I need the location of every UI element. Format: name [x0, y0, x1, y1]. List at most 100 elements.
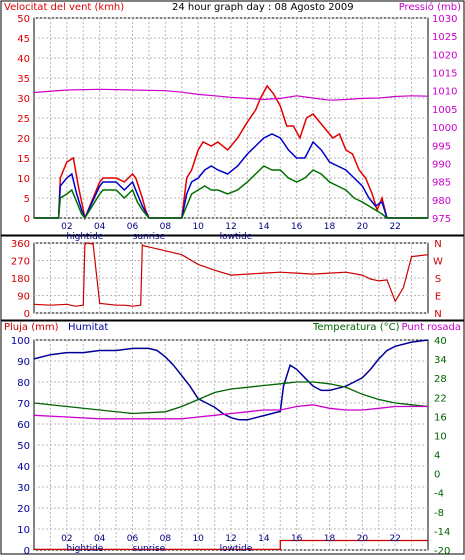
wind-tick-label: 25 [17, 114, 30, 125]
humidity-tick-label: 10 [17, 525, 30, 536]
wind_avg-line [34, 165, 428, 220]
x-tick-label: 02 [61, 222, 72, 232]
temperature-tick-label: -4 [434, 489, 444, 500]
pressure-tick-label: 985 [432, 178, 451, 189]
humidity-axis-title: Humitat [68, 322, 108, 333]
pressure-tick-label: 975 [432, 214, 451, 225]
rain-line [34, 539, 428, 551]
wind-tick-label: 0 [24, 214, 30, 225]
compass-tick-label: N [434, 309, 441, 320]
x-tick-label: 04 [94, 534, 106, 544]
compass-tick-label: S [435, 274, 441, 285]
wind-tick-label: 10 [17, 174, 30, 185]
temperature-axis-title: Temperatura (°C) [312, 322, 400, 333]
temperature-tick-label: -14 [434, 527, 450, 538]
humidity-tick-label: 20 [17, 504, 30, 515]
humidity-tick-label: 30 [17, 483, 30, 494]
temperature-tick-label: 40 [434, 336, 447, 347]
direction-tick-label: 270 [11, 257, 30, 268]
x-tick-label: 16 [291, 534, 303, 544]
humidity-tick-label: 60 [17, 420, 30, 431]
dewpoint-line [33, 404, 428, 420]
direction-tick-label: 0 [24, 309, 30, 320]
direction-tick-label: 90 [17, 292, 30, 303]
annotation-label: lowtide [220, 232, 253, 242]
temperature-line [33, 381, 429, 415]
temperature-tick-label: 28 [434, 374, 447, 385]
temperature-tick-label: -8 [434, 508, 444, 519]
wind-tick-label: 50 [17, 14, 30, 25]
pressure-tick-label: 1010 [432, 87, 457, 98]
x-tick-label: 04 [94, 222, 106, 232]
x-tick-label: 10 [192, 222, 204, 232]
wind-tick-label: 40 [17, 54, 30, 65]
pressure-tick-label: 990 [432, 159, 451, 170]
humidity-tick-label: 70 [17, 399, 30, 410]
compass-tick-label: W [433, 257, 443, 268]
humidity-tick-label: 0 [24, 546, 30, 556]
annotation-label: lowtide [220, 544, 253, 554]
pressure-line [33, 88, 429, 101]
x-tick-label: 14 [258, 534, 270, 544]
direction-tick-label: 180 [11, 274, 30, 285]
compass-tick-label: N [434, 239, 441, 250]
direction-line [33, 242, 429, 307]
temperature-tick-label: 22 [434, 393, 447, 404]
humidity-tick-label: 100 [11, 336, 30, 347]
rain-axis-title: Pluja (mm) [4, 322, 59, 333]
x-tick-label: 08 [160, 534, 172, 544]
annotation-label: hightide [66, 544, 103, 554]
pressure-tick-label: 1030 [432, 14, 457, 25]
dewpoint-axis-title: Punt rosada [402, 322, 461, 333]
annotation-label: hightide [66, 232, 103, 242]
temperature-tick-label: 0 [434, 470, 440, 481]
panel-border-0 [0, 0, 465, 236]
wind-axis-title: Velocitat del vent (kmh) [4, 2, 124, 13]
humidity-line [33, 339, 429, 421]
wind-tick-label: 20 [17, 134, 30, 145]
x-tick-label: 20 [357, 534, 369, 544]
panel-border-2 [0, 320, 465, 555]
x-tick-label: 18 [324, 222, 336, 232]
chart-marks [33, 84, 429, 551]
temperature-tick-label: 10 [434, 431, 447, 442]
temperature-tick-label: 4 [434, 451, 440, 462]
wind-tick-label: 15 [17, 154, 30, 165]
pressure-tick-label: 1005 [432, 105, 457, 116]
temperature-tick-label: 16 [434, 412, 447, 423]
chart-title: 24 hour graph day : 08 Agosto 2009 [172, 2, 354, 13]
x-tick-label: 12 [225, 222, 236, 232]
annotation-label: sunrise [133, 544, 166, 554]
wind-tick-label: 5 [24, 194, 30, 205]
pressure-axis-title: Pressió (mb) [399, 1, 461, 13]
x-tick-label: 02 [61, 534, 72, 544]
humidity-tick-label: 90 [17, 357, 30, 368]
x-tick-label: 12 [225, 534, 236, 544]
axis-labels: 0510152025303540455097598098599099510001… [11, 14, 458, 557]
panel-border-1 [0, 235, 465, 321]
x-tick-label: 16 [291, 222, 303, 232]
humidity-tick-label: 40 [17, 462, 30, 473]
temperature-tick-label: 34 [434, 355, 447, 366]
x-tick-label: 10 [192, 534, 204, 544]
humidity-tick-label: 80 [17, 378, 30, 389]
humidity-tick-label: 50 [17, 441, 30, 452]
pressure-tick-label: 1020 [432, 50, 457, 61]
wind_gust-line [34, 133, 428, 220]
x-tick-label: 22 [389, 534, 400, 544]
pressure-tick-label: 1000 [432, 123, 457, 134]
wind-tick-label: 30 [17, 94, 30, 105]
x-tick-label: 06 [127, 222, 139, 232]
x-tick-label: 06 [127, 534, 139, 544]
x-tick-label: 22 [389, 222, 400, 232]
pressure-tick-label: 1015 [432, 69, 457, 80]
x-tick-label: 18 [324, 534, 336, 544]
compass-tick-label: E [435, 292, 441, 303]
x-tick-label: 08 [160, 222, 172, 232]
direction-tick-label: 360 [11, 239, 30, 250]
x-tick-label: 14 [258, 222, 270, 232]
x-tick-label: 20 [357, 222, 369, 232]
